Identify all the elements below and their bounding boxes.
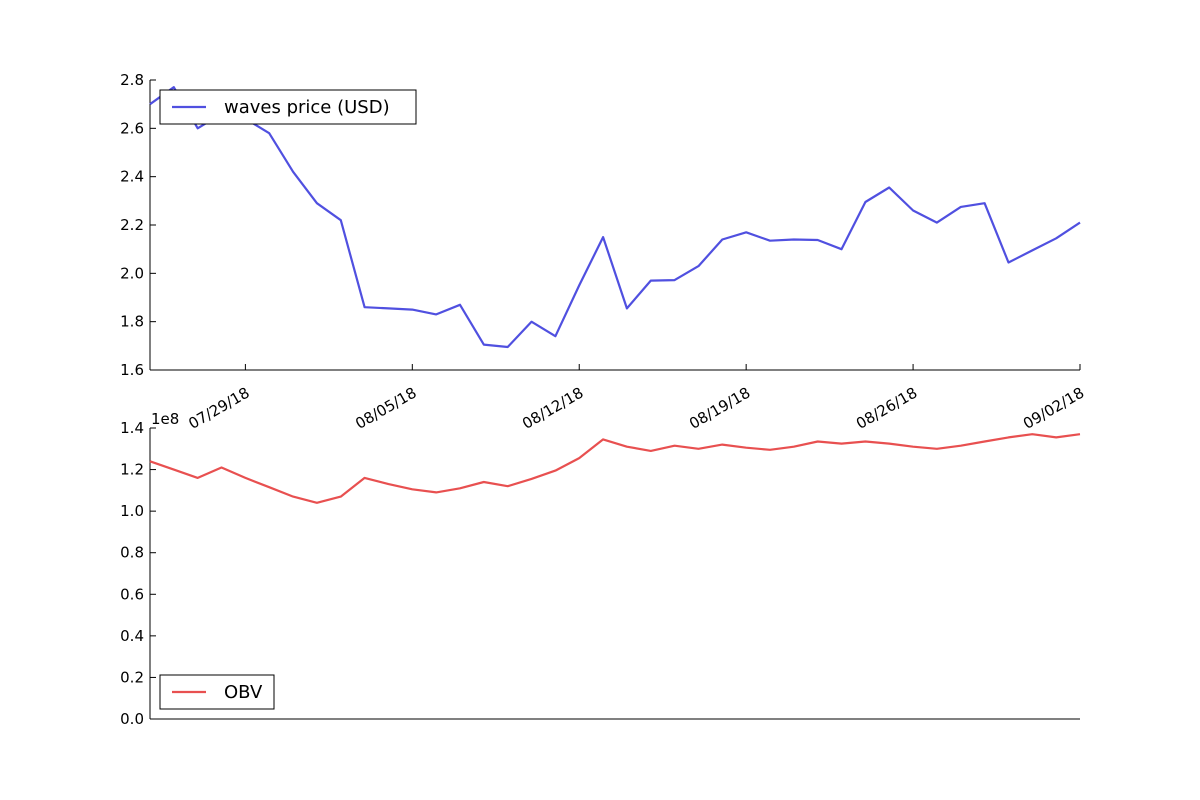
series-line-price bbox=[149, 86, 1081, 349]
y-tick-label: 1.2 bbox=[120, 461, 144, 479]
y-tick-label: 0.2 bbox=[120, 668, 144, 686]
y-tick-label: 0.8 bbox=[120, 544, 144, 562]
x-tick-label: 08/19/18 bbox=[686, 384, 753, 433]
y-tick-label: 2.6 bbox=[120, 119, 144, 137]
y-tick-label: 2.4 bbox=[120, 168, 144, 186]
y-tick-label: 1.6 bbox=[120, 361, 144, 379]
legend-label: waves price (USD) bbox=[224, 97, 390, 118]
x-tick-label: 09/02/18 bbox=[1020, 384, 1087, 433]
obv-panel: 0.0 0.2 0.4 0.6 0.8 1.0 1.2 1.4 1e8 OBV bbox=[120, 410, 1081, 728]
y-scale-exponent: 1e8 bbox=[151, 410, 179, 428]
x-tick-label: 08/12/18 bbox=[519, 384, 586, 433]
y-tick-label: 2.0 bbox=[120, 264, 144, 282]
y-tick-label: 2.8 bbox=[120, 71, 144, 89]
y-tick-label: 1.8 bbox=[120, 313, 144, 331]
legend-label: OBV bbox=[224, 682, 263, 703]
series-line-obv bbox=[149, 433, 1081, 504]
y-tick-label: 0.4 bbox=[120, 627, 144, 645]
y-tick-label: 0.6 bbox=[120, 585, 144, 603]
x-tick-label: 08/26/18 bbox=[853, 384, 920, 433]
legend: OBV bbox=[159, 674, 275, 710]
price-panel: 1.6 1.8 2.0 2.2 2.4 2.6 2.8 07/29/18 08/05/18 08/… bbox=[120, 71, 1087, 433]
y-tick-label: 1.0 bbox=[120, 502, 144, 520]
legend: waves price (USD) bbox=[159, 89, 417, 125]
y-tick-label: 0.0 bbox=[120, 710, 144, 728]
x-tick-label: 08/05/18 bbox=[352, 384, 419, 433]
y-tick-label: 2.2 bbox=[120, 216, 144, 234]
x-tick-label: 07/29/18 bbox=[185, 384, 252, 433]
y-tick-label: 1.4 bbox=[120, 419, 144, 437]
